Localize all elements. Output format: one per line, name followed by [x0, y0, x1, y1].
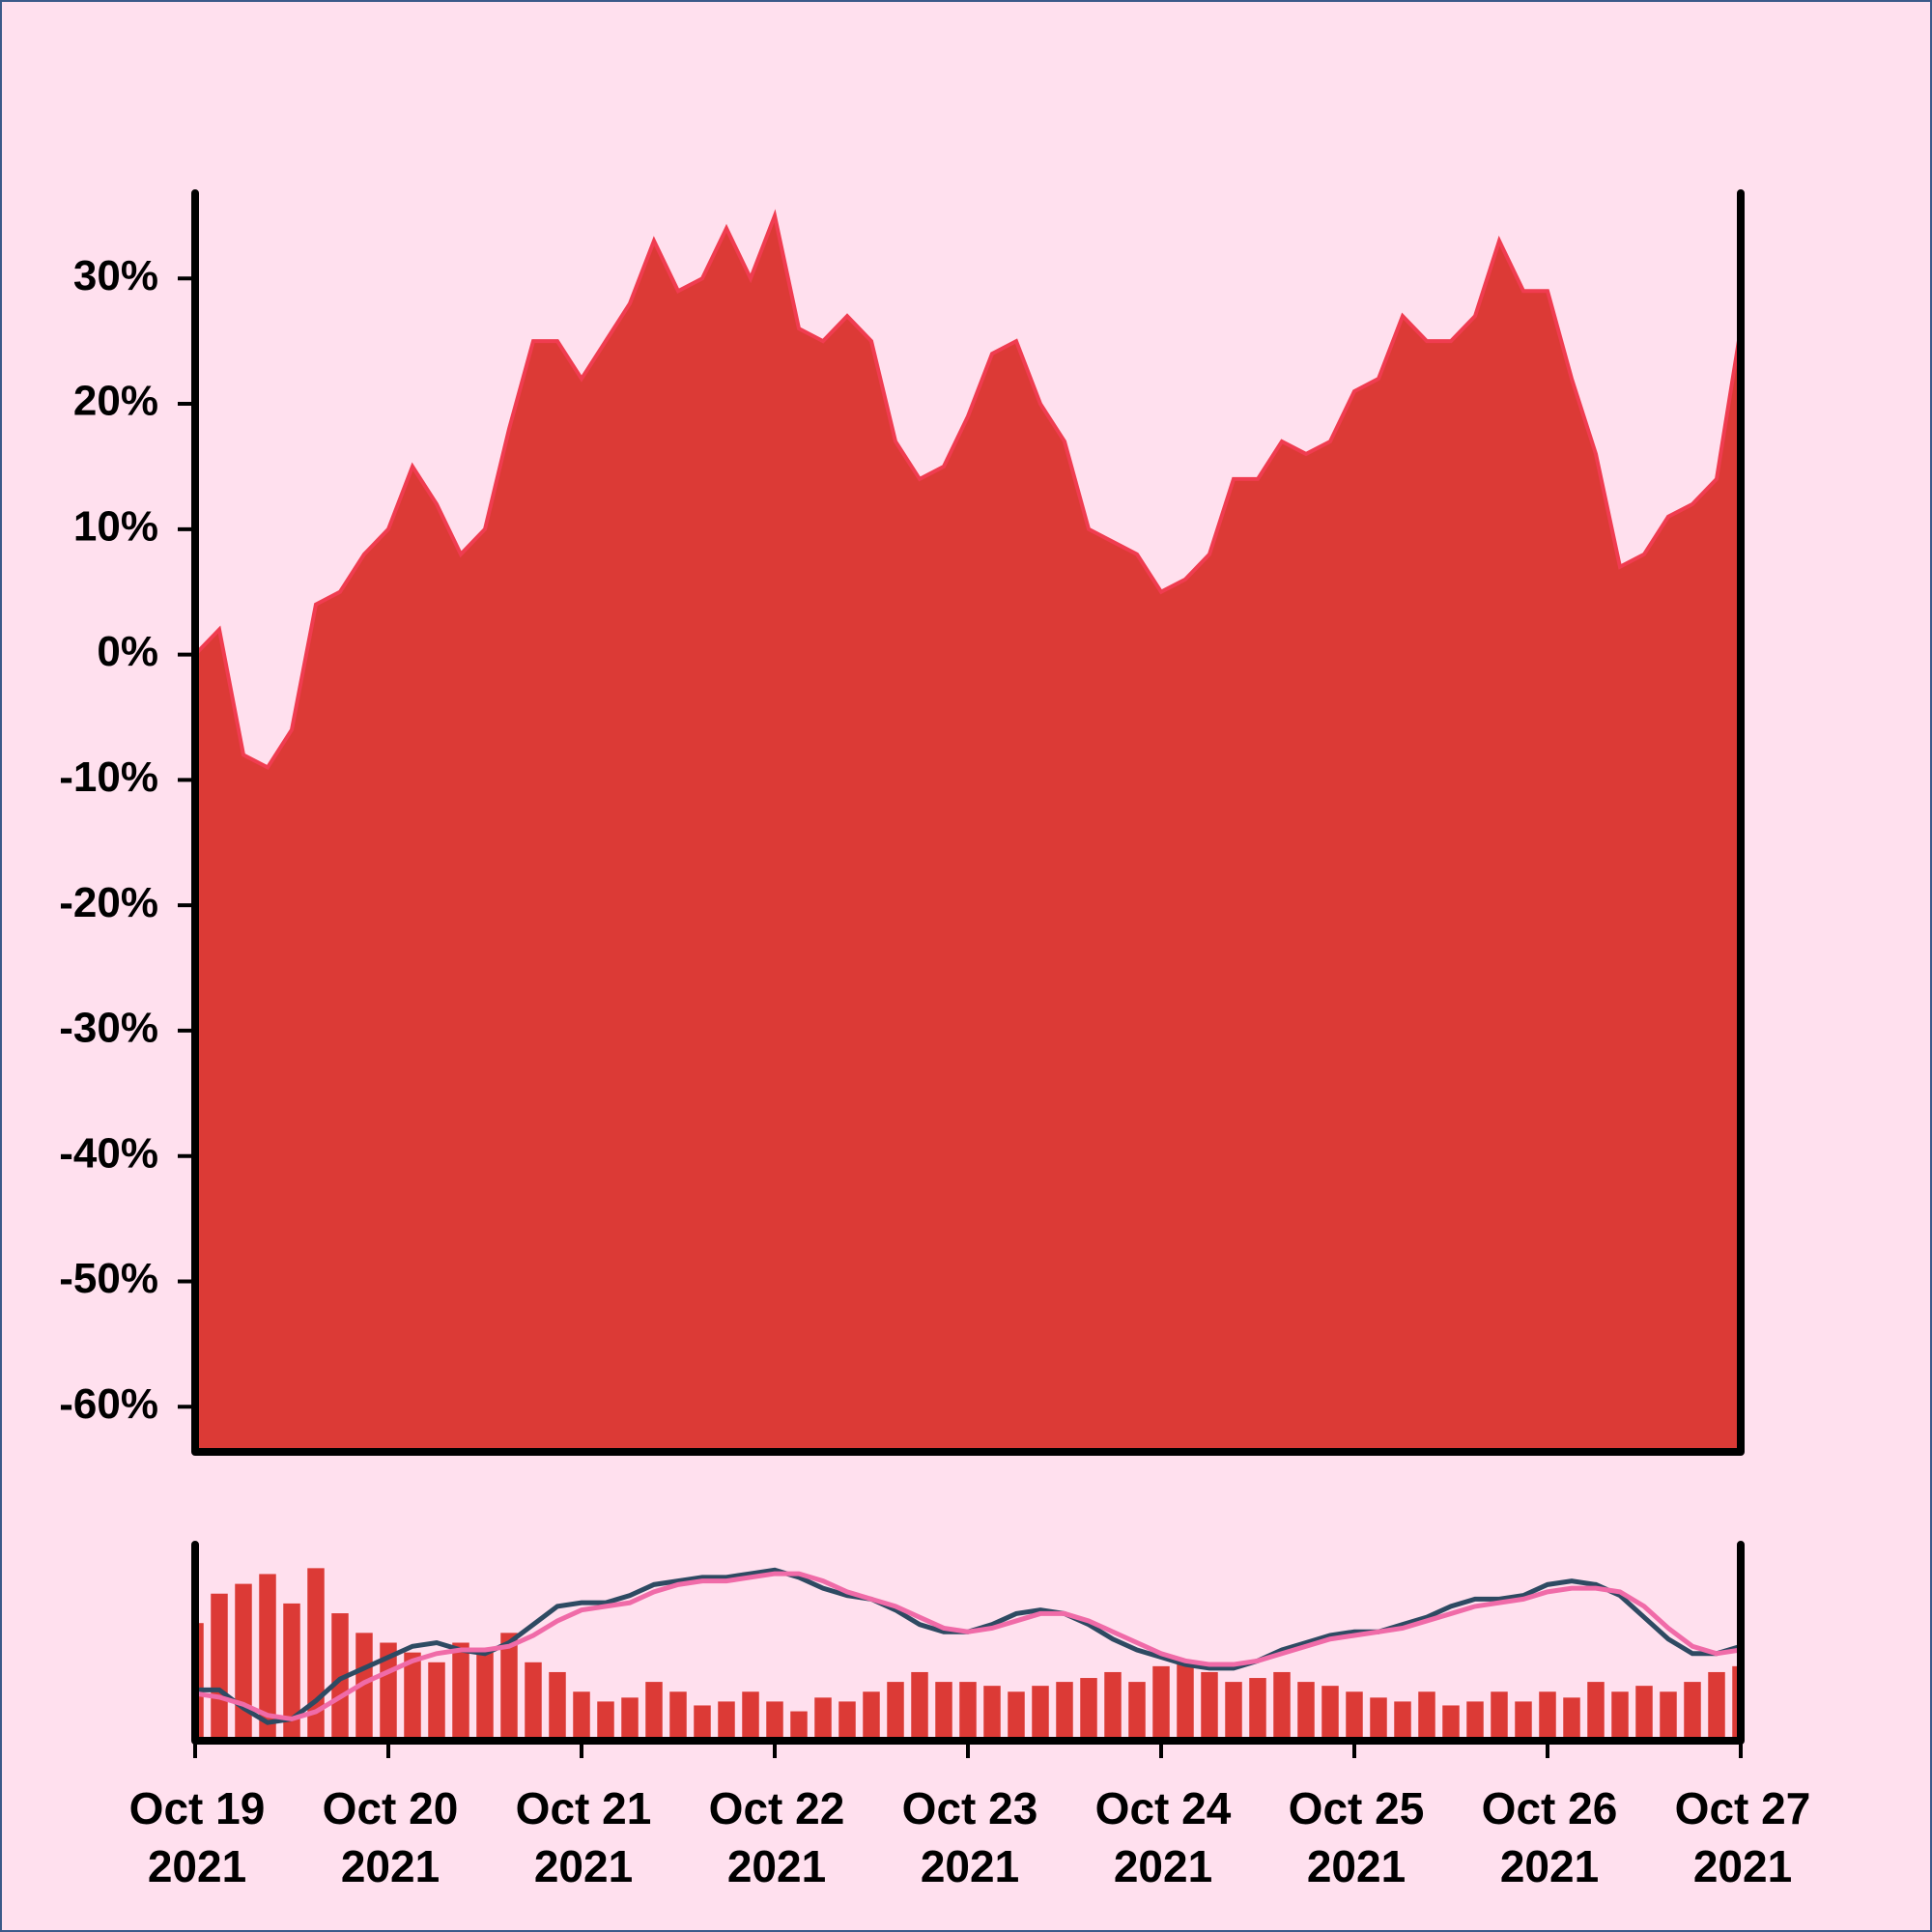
- volume-bar: [1152, 1665, 1170, 1741]
- volume-bar: [1466, 1701, 1484, 1741]
- volume-bar: [959, 1682, 977, 1741]
- volume-bar: [211, 1593, 228, 1741]
- volume-bar: [549, 1671, 566, 1741]
- x-tick-label: Oct 20 2021: [322, 1783, 459, 1891]
- y-tick-label: 20%: [73, 378, 158, 425]
- volume-bar: [669, 1691, 687, 1741]
- y-tick-label: -10%: [59, 753, 158, 801]
- volume-bar: [404, 1652, 421, 1741]
- volume-bar: [1177, 1662, 1194, 1741]
- axis-frame: [191, 189, 1745, 1456]
- y-tick-label: 0%: [97, 628, 158, 675]
- volume-bar: [1418, 1691, 1435, 1741]
- volume-bar: [1032, 1686, 1049, 1741]
- y-tick-label: -30%: [59, 1005, 158, 1052]
- volume-bar: [1611, 1691, 1629, 1741]
- volume-bar: [195, 1623, 204, 1741]
- volume-bar: [742, 1691, 759, 1741]
- volume-bar: [428, 1662, 445, 1741]
- area: [193, 209, 1743, 1454]
- volume-bar: [766, 1701, 783, 1741]
- volume-bar: [1249, 1678, 1266, 1741]
- y-tick-label: 30%: [73, 252, 158, 299]
- volume-bar: [694, 1705, 711, 1741]
- volume-bar: [790, 1711, 808, 1741]
- x-tick-label: Oct 19 2021: [128, 1783, 266, 1891]
- volume-bar: [1491, 1691, 1508, 1741]
- average-line: [195, 1571, 1741, 1721]
- volume-bar: [525, 1662, 542, 1741]
- volume-bar: [1684, 1682, 1701, 1741]
- volume-bar: [500, 1633, 518, 1741]
- volume-bar: [814, 1697, 832, 1741]
- volume-bar: [838, 1701, 856, 1741]
- x-tick-label: Oct 23 2021: [901, 1783, 1038, 1891]
- volume-bar: [621, 1697, 639, 1741]
- volume-bar: [1080, 1678, 1097, 1741]
- volume-bar: [887, 1682, 904, 1741]
- y-tick-label: -60%: [59, 1380, 158, 1428]
- y-tick-label: -40%: [59, 1129, 158, 1177]
- x-tick-label: Oct 26 2021: [1481, 1783, 1618, 1891]
- volume-bar: [476, 1652, 494, 1741]
- volume-bar: [1539, 1691, 1556, 1741]
- volume-bar: [283, 1603, 300, 1741]
- volume-bar: [1056, 1682, 1073, 1741]
- volume-bar: [235, 1583, 252, 1741]
- volume-bar: [1104, 1671, 1122, 1741]
- volume-bar: [1297, 1682, 1315, 1741]
- volume-bar: [1587, 1682, 1605, 1741]
- volume-bar: [1635, 1686, 1653, 1741]
- volume-bar: [863, 1691, 880, 1741]
- volume-bar: [1370, 1697, 1387, 1741]
- y-tick-label: 10%: [73, 502, 158, 550]
- volume-bar: [1708, 1671, 1725, 1741]
- volume-bar: [1321, 1686, 1339, 1741]
- volume-bar: [1732, 1665, 1741, 1741]
- volume-bar: [1128, 1682, 1146, 1741]
- volume-bar: [1563, 1697, 1580, 1741]
- volume-bar: [911, 1671, 928, 1741]
- volume-bar: [1660, 1691, 1677, 1741]
- x-tick-label: Oct 21 2021: [515, 1783, 652, 1891]
- volume-bar: [1225, 1682, 1242, 1741]
- volume-bar: [1442, 1705, 1460, 1741]
- volume-bar: [1008, 1691, 1025, 1741]
- y-tick-label: -50%: [59, 1255, 158, 1302]
- x-tick-label: Oct 27 2021: [1674, 1783, 1811, 1891]
- volume-bar: [573, 1691, 590, 1741]
- volume-bar: [452, 1642, 469, 1741]
- volume-bar: [983, 1686, 1001, 1741]
- volume-bar: [1515, 1701, 1532, 1741]
- volume-bar: [259, 1574, 276, 1741]
- x-tick-label: Oct 22 2021: [708, 1783, 845, 1891]
- volume-bar: [1273, 1671, 1291, 1741]
- volume-bar: [718, 1701, 735, 1741]
- volume-bar: [1346, 1691, 1363, 1741]
- y-tick-label: -20%: [59, 879, 158, 926]
- volume-bar: [597, 1701, 614, 1741]
- volume-bar: [935, 1682, 952, 1741]
- volume-bar: [1201, 1671, 1218, 1741]
- x-tick-label: Oct 24 2021: [1094, 1783, 1232, 1891]
- axis-frame: [191, 1541, 1745, 1745]
- x-tick-label: Oct 25 2021: [1288, 1783, 1425, 1891]
- volume-bar: [645, 1682, 663, 1741]
- volume-bar: [355, 1633, 373, 1741]
- volume-bar: [1394, 1701, 1411, 1741]
